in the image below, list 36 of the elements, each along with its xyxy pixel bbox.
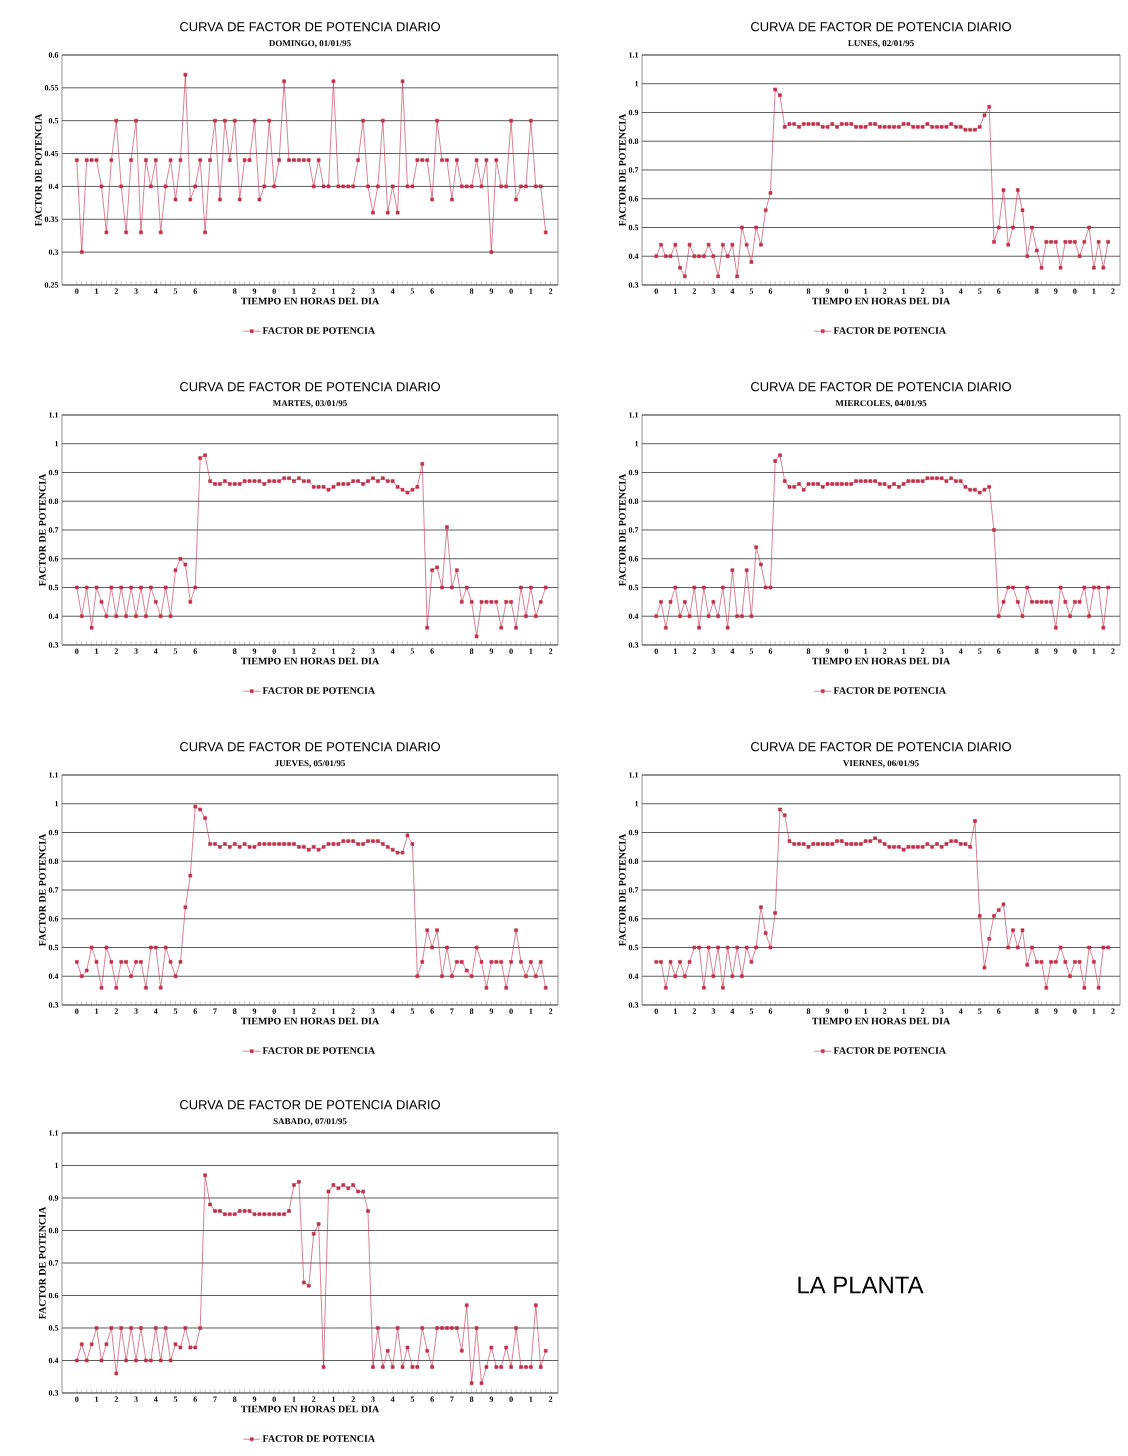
chart-title: CURVA DE FACTOR DE POTENCIA DIARIO <box>180 22 440 32</box>
chart-subtitle: MIERCOLES, 04/01/95 <box>835 400 927 408</box>
x-axis-title: TIEMPO EN HORAS DEL DIA <box>240 297 380 305</box>
chart-title: CURVA DE FACTOR DE POTENCIA DIARIO <box>751 22 1011 32</box>
chart-title: CURVA DE FACTOR DE POTENCIA DIARIO <box>180 742 440 752</box>
legend-label: FACTOR DE POTENCIA <box>833 1047 947 1054</box>
x-axis-title: TIEMPO EN HORAS DEL DIA <box>811 297 951 305</box>
y-axis-title: FACTOR DE POTENCIA <box>619 833 626 947</box>
legend-label: FACTOR DE POTENCIA <box>833 687 947 694</box>
chart-subtitle: JUEVES, 05/01/95 <box>275 760 346 768</box>
chart-subtitle: VIERNES, 06/01/95 <box>843 760 919 768</box>
y-axis-title: FACTOR DE POTENCIA <box>619 113 626 227</box>
chart-title: CURVA DE FACTOR DE POTENCIA DIARIO <box>180 1100 440 1110</box>
x-axis-title: TIEMPO EN HORAS DEL DIA <box>811 657 951 665</box>
x-axis-title: TIEMPO EN HORAS DEL DIA <box>240 1017 380 1025</box>
chart-title: CURVA DE FACTOR DE POTENCIA DIARIO <box>180 382 440 392</box>
chart-subtitle: MARTES, 03/01/95 <box>272 400 347 408</box>
y-axis-title: FACTOR DE POTENCIA <box>38 473 46 587</box>
y-axis-title: FACTOR DE POTENCIA <box>38 833 46 947</box>
y-axis-title: FACTOR DE POTENCIA <box>619 473 626 587</box>
chart-subtitle: LUNES, 02/01/95 <box>848 40 914 48</box>
legend-label: FACTOR DE POTENCIA <box>262 1047 375 1054</box>
x-axis-title: TIEMPO EN HORAS DEL DIA <box>240 657 380 665</box>
chart-subtitle: DOMINGO, 01/01/95 <box>269 40 351 48</box>
legend-label: FACTOR DE POTENCIA <box>262 687 375 694</box>
chart-title: CURVA DE FACTOR DE POTENCIA DIARIO <box>751 742 1011 752</box>
legend-label: FACTOR DE POTENCIA <box>262 1435 375 1442</box>
legend-label: FACTOR DE POTENCIA <box>262 327 375 334</box>
chart-title: CURVA DE FACTOR DE POTENCIA DIARIO <box>751 382 1011 392</box>
chart-subtitle: SABADO, 07/01/95 <box>273 1118 347 1126</box>
y-axis-title: FACTOR DE POTENCIA <box>38 1206 46 1320</box>
legend-label: FACTOR DE POTENCIA <box>833 327 947 334</box>
x-axis-title: TIEMPO EN HORAS DEL DIA <box>811 1017 951 1025</box>
x-axis-title: TIEMPO EN HORAS DEL DIA <box>240 1405 380 1413</box>
y-axis-title: FACTOR DE POTENCIA <box>35 113 42 227</box>
text: LA PLANTA <box>798 1276 924 1294</box>
